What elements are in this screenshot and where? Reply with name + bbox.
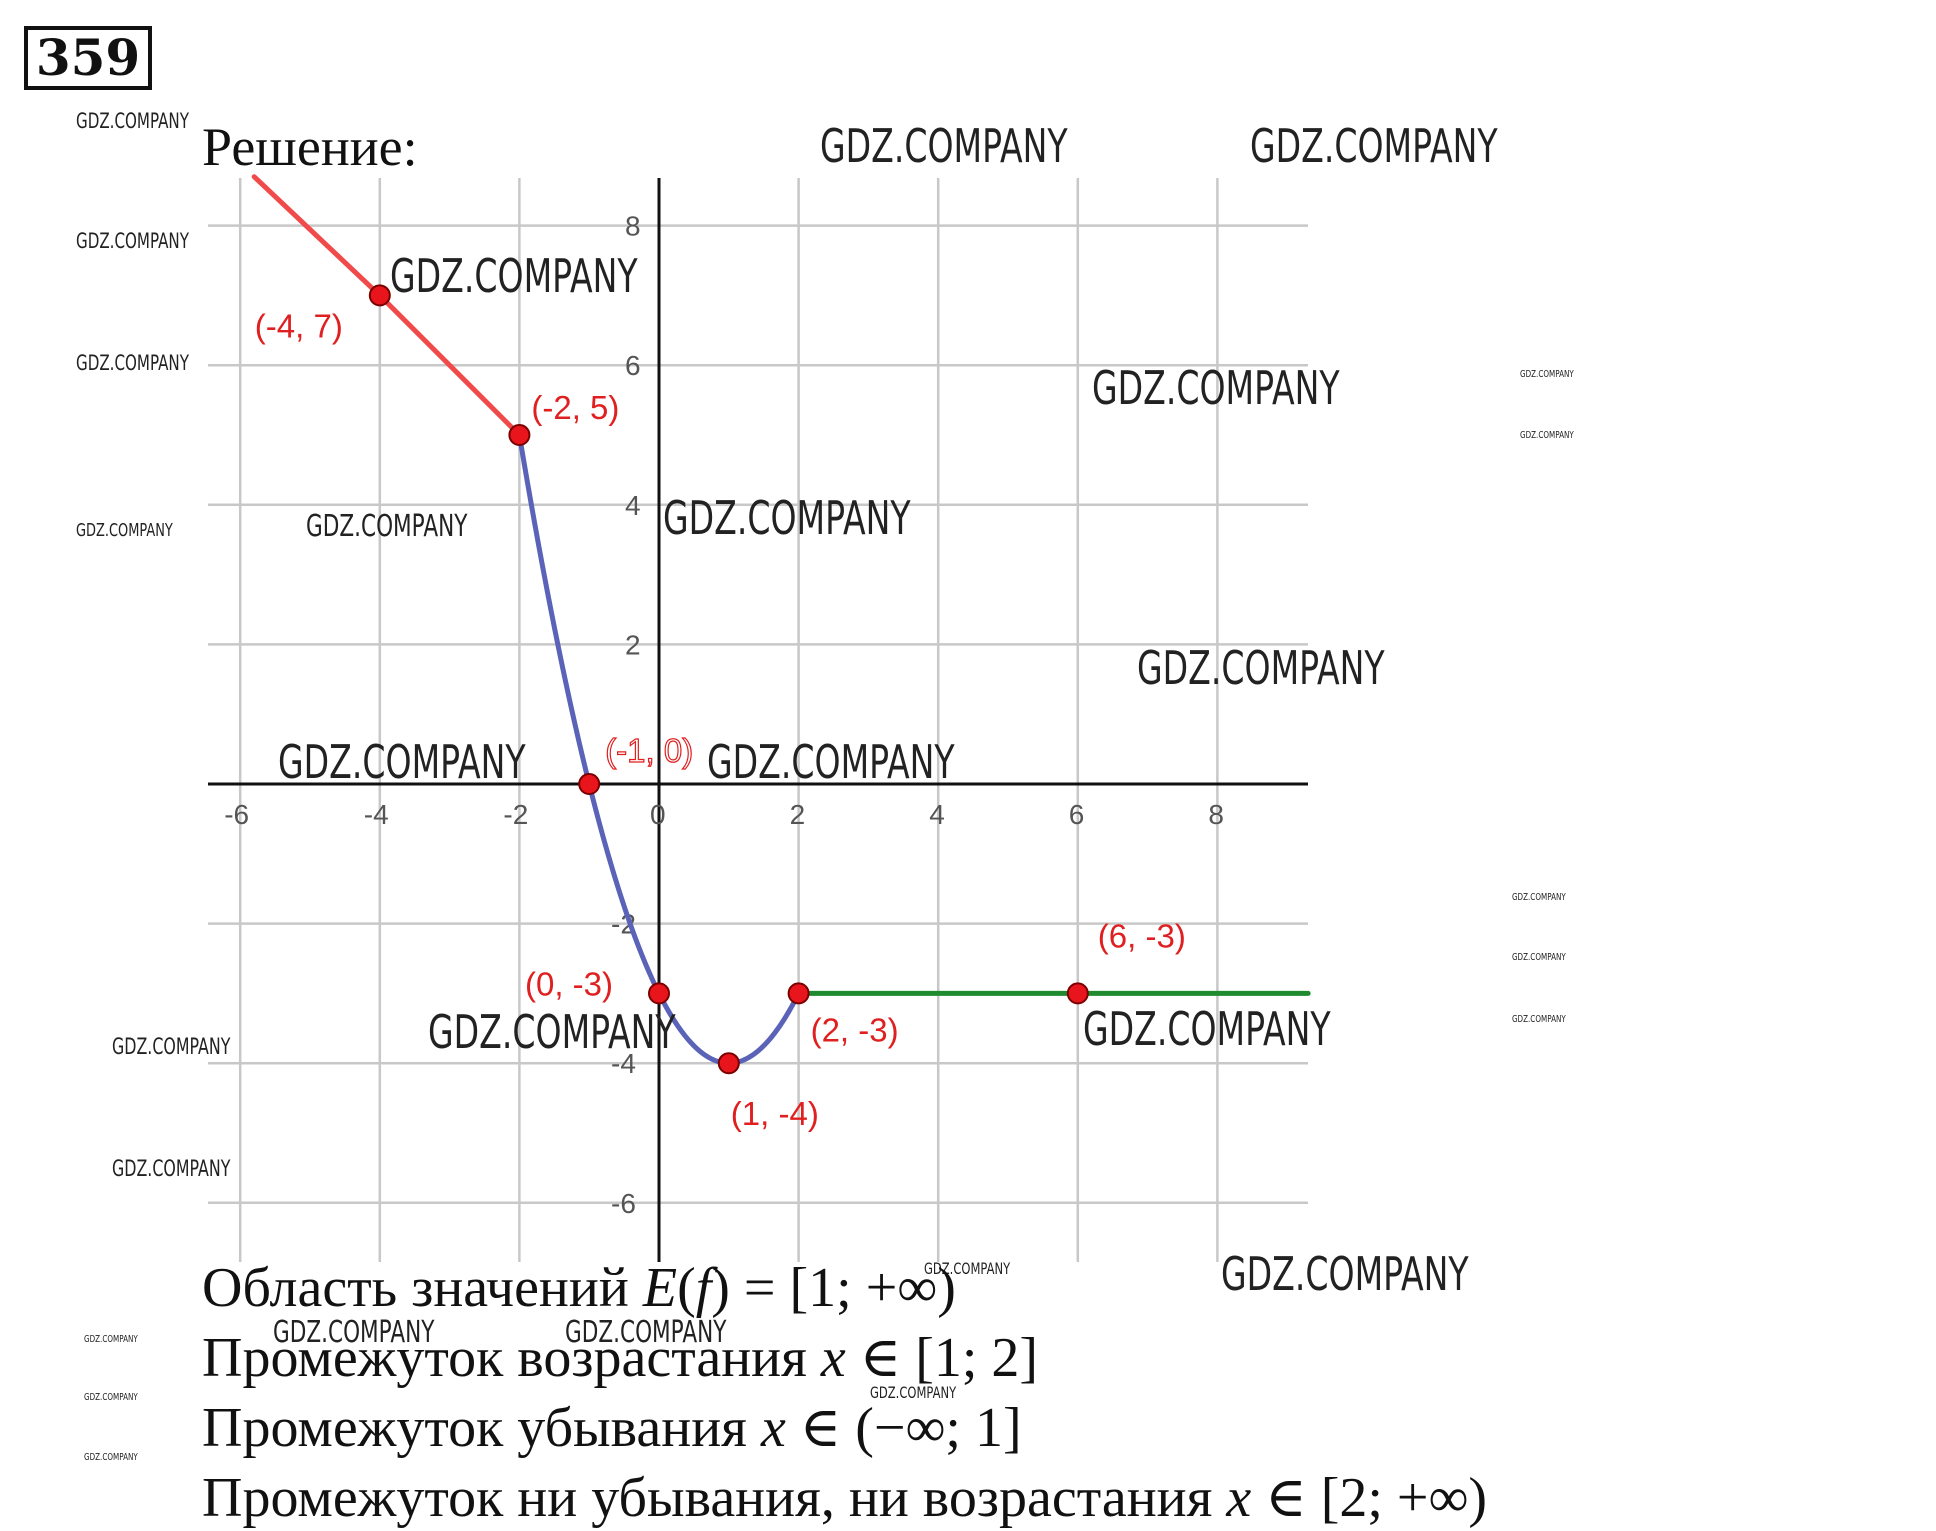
y-tick-label: 6	[625, 350, 641, 381]
x-tick-label: 6	[1069, 799, 1085, 830]
data-point	[1066, 982, 1089, 1005]
data-point	[787, 982, 810, 1005]
x-tick-label: 4	[929, 799, 945, 830]
point-labels: (-4, 7) (-2, 5) (-1, 0) (0, -3) (1, -4) (2, -…	[255, 307, 1186, 1132]
y-tick-label: 8	[625, 211, 641, 242]
watermark: GDZ.COMPANY	[76, 230, 190, 254]
watermark: GDZ.COMPANY	[707, 737, 955, 790]
watermark: GDZ.COMPANY	[924, 1260, 1011, 1278]
watermark: GDZ.COMPANY	[1520, 369, 1574, 380]
watermark: GDZ.COMPANY	[84, 1452, 138, 1463]
constant-value: ∈ [2; +∞)	[1251, 1467, 1488, 1529]
watermark: GDZ.COMPANY	[76, 352, 190, 376]
watermark: GDZ.COMPANY	[84, 1392, 138, 1403]
y-tick-label: -4	[611, 1048, 636, 1079]
range-f: f	[695, 1257, 712, 1319]
increasing-value: ∈ [1; 2]	[845, 1327, 1039, 1389]
range-E: E	[642, 1257, 678, 1319]
watermark: GDZ.COMPANY	[1512, 1014, 1566, 1025]
constant-text: Промежуток ни убывания, ни возрастания	[202, 1467, 1227, 1529]
watermark: GDZ.COMPANY	[1512, 892, 1566, 903]
data-points	[368, 284, 1089, 1075]
watermark: GDZ.COMPANY	[278, 737, 526, 790]
x-tick-label: -6	[224, 799, 249, 830]
watermark: GDZ.COMPANY	[76, 519, 173, 541]
point-label: (1, -4)	[731, 1095, 819, 1132]
watermark: GDZ.COMPANY	[820, 121, 1068, 174]
watermarks: GDZ.COMPANY GDZ.COMPANY GDZ.COMPANY GDZ.COM…	[76, 110, 1574, 1464]
constant-line: Промежуток ни убывания, ни возрастания x…	[202, 1465, 1487, 1531]
watermark: GDZ.COMPANY	[1512, 952, 1566, 963]
y-tick-label: 4	[625, 490, 641, 521]
data-point	[648, 982, 670, 1005]
data-point	[368, 284, 391, 307]
point-label: (2, -3)	[811, 1011, 899, 1048]
watermark: GDZ.COMPANY	[1250, 121, 1498, 174]
watermark: GDZ.COMPANY	[84, 1334, 138, 1345]
increasing-text: Промежуток возрастания	[202, 1327, 821, 1389]
watermark: GDZ.COMPANY	[273, 1316, 435, 1350]
x-tick-label: -2	[503, 799, 528, 830]
watermark: GDZ.COMPANY	[1083, 1004, 1331, 1057]
axes	[208, 178, 1308, 1262]
y-tick-label: -6	[611, 1188, 636, 1219]
increasing-line: Промежуток возрастания x ∈ [1; 2]	[202, 1325, 1038, 1391]
x-tick-label: 0	[650, 799, 666, 830]
x-tick-label: 2	[790, 799, 806, 830]
watermark: GDZ.COMPANY	[112, 1033, 231, 1059]
point-label: (-2, 5)	[531, 389, 619, 426]
watermark: GDZ.COMPANY	[1520, 430, 1574, 441]
point-label: (6, -3)	[1098, 917, 1186, 954]
increasing-var: x	[820, 1327, 846, 1389]
point-label: (0, -3)	[525, 965, 613, 1002]
decreasing-var: x	[760, 1397, 786, 1459]
y-tick-label: 2	[625, 629, 641, 660]
data-point	[717, 1052, 740, 1075]
x-tick-label: 8	[1208, 799, 1224, 830]
watermark: GDZ.COMPANY	[428, 1007, 676, 1060]
grid	[208, 178, 1308, 1262]
watermark: GDZ.COMPANY	[306, 510, 468, 544]
problem-number: 359	[24, 26, 152, 90]
data-point	[508, 424, 531, 446]
watermark: GDZ.COMPANY	[870, 1384, 957, 1402]
series-red	[251, 174, 522, 438]
watermark: GDZ.COMPANY	[565, 1316, 727, 1350]
solution-heading: Решение:	[202, 117, 418, 177]
range-value: ) = [1; +∞)	[711, 1257, 956, 1319]
point-label: (-4, 7)	[255, 307, 343, 344]
decreasing-value: ∈ (−∞; 1]	[785, 1397, 1022, 1459]
watermark: GDZ.COMPANY	[76, 110, 190, 134]
decreasing-line: Промежуток убывания x ∈ (−∞; 1]	[202, 1395, 1022, 1461]
x-tick-label: -4	[364, 799, 389, 830]
watermark: GDZ.COMPANY	[1092, 363, 1340, 416]
watermark: GDZ.COMPANY	[112, 1155, 231, 1181]
data-point	[578, 773, 601, 795]
constant-var: x	[1226, 1467, 1252, 1529]
watermark: GDZ.COMPANY	[663, 493, 911, 546]
watermark: GDZ.COMPANY	[390, 251, 638, 304]
watermark: GDZ.COMPANY	[1221, 1249, 1469, 1302]
watermark: GDZ.COMPANY	[1137, 643, 1385, 696]
range-line: Область значений E(f) = [1; +∞)	[202, 1255, 956, 1321]
range-text: Область значений	[202, 1257, 643, 1319]
range-paren: (	[677, 1257, 696, 1319]
decreasing-text: Промежуток убывания	[202, 1397, 761, 1459]
point-label: (-1, 0)	[605, 732, 693, 769]
